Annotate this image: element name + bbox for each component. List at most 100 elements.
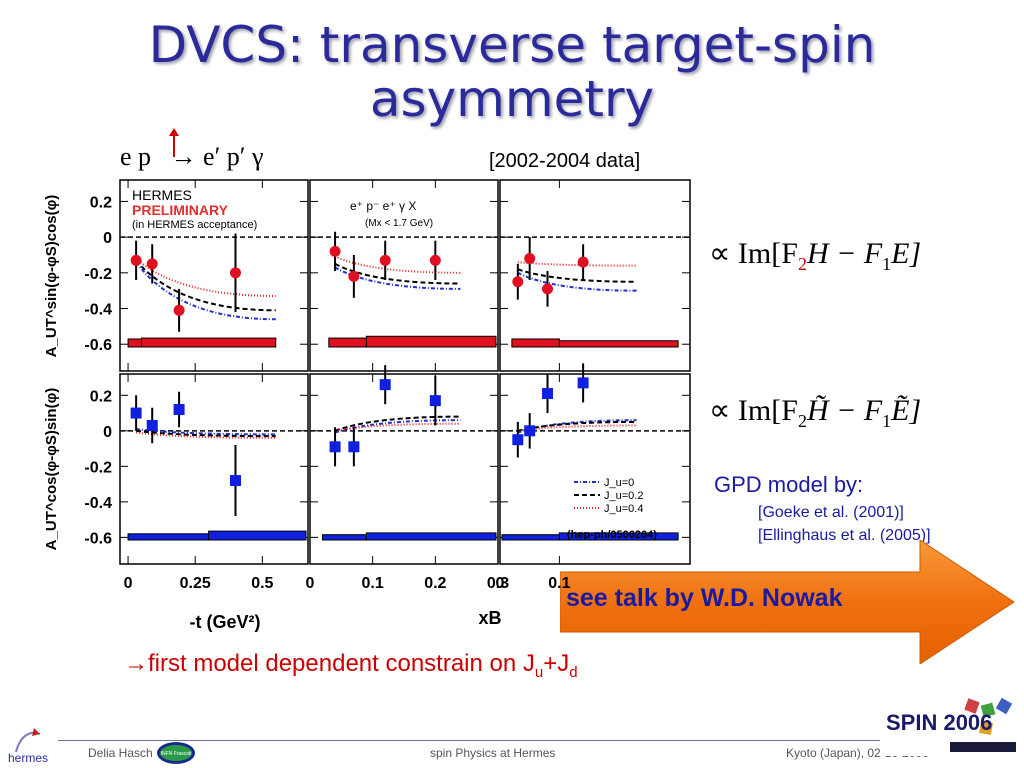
systematic-band — [365, 532, 497, 541]
infn-logo: INFN Frascati — [157, 742, 195, 764]
y-tick-label: -0.6 — [84, 337, 112, 354]
x-tick-label: 0.3 — [487, 575, 509, 592]
conclusion: →first model dependent constrain on Ju+J… — [124, 650, 578, 681]
model-curve-ju04 — [517, 424, 637, 432]
y-tick-label: -0.4 — [84, 302, 112, 319]
model-curve-ju0 — [135, 261, 276, 321]
data-point — [512, 434, 524, 446]
footer-author: Delia Hasch — [88, 746, 153, 760]
model-curve-ju02 — [517, 268, 637, 283]
y-tick-label: 0 — [103, 230, 112, 247]
reference-ellinghaus: [Ellinghaus et al. (2005)] — [758, 527, 931, 544]
model-curve-ju02 — [135, 259, 276, 312]
hermes-logo: hermes — [8, 728, 48, 765]
data-point — [329, 441, 341, 453]
data-point — [348, 441, 360, 453]
hermes-label: HERMES — [132, 187, 192, 203]
model-curve-ju0 — [517, 271, 637, 292]
slide-title: DVCS: transverse target-spin asymmetry — [148, 16, 876, 128]
chart-frames — [119, 179, 691, 565]
y-tick-label: -0.4 — [84, 495, 112, 512]
process-label: e⁺ p⁻ e⁺ γ X — [350, 199, 416, 213]
legend-label: J_u=0.2 — [604, 490, 643, 502]
x-tick-label: 0.1 — [362, 575, 384, 592]
footer-line — [58, 740, 958, 741]
y-tick-label: -0.2 — [84, 459, 112, 476]
y-tick-label: 0 — [103, 424, 112, 441]
data-point — [146, 419, 158, 431]
model-ref-label: (hep-ph/0506264) — [567, 529, 657, 541]
model-curve-ju02 — [135, 429, 276, 438]
x-axis-label-t: -t (GeV²) — [190, 612, 261, 632]
systematic-band — [501, 534, 560, 541]
panel-frame — [119, 373, 309, 565]
data-point — [429, 395, 441, 407]
model-curve-ju04 — [517, 261, 637, 267]
model-curve-ju02 — [334, 415, 461, 432]
spin-up-arrow-icon — [169, 128, 179, 157]
systematic-band — [140, 337, 277, 348]
mx-cut-label: (Mx < 1.7 GeV) — [365, 218, 433, 229]
preliminary-label: PRELIMINARY — [132, 202, 229, 218]
data-point — [542, 283, 553, 295]
data-point — [146, 258, 158, 270]
y-tick-label: 0.2 — [90, 194, 112, 211]
systematic-band — [127, 533, 210, 541]
svg-text:hermes: hermes — [8, 751, 48, 765]
data-point — [577, 256, 589, 268]
reference-goeke: [Goeke et al. (2001)] — [758, 504, 904, 521]
data-point — [329, 245, 341, 257]
model-curve-ju04 — [334, 422, 461, 432]
data-point — [130, 407, 142, 419]
data-point — [542, 388, 553, 400]
model-curve-ju0 — [135, 428, 276, 436]
y-axis-label: A_UT^cos(φ-φS)sin(φ) — [43, 388, 60, 551]
data-years: [2002-2004 data] — [489, 150, 641, 172]
systematic-band — [322, 534, 367, 541]
x-tick-label: 0.25 — [180, 575, 211, 592]
panel-frame — [499, 179, 691, 372]
data-point — [379, 254, 391, 266]
data-point — [229, 475, 241, 487]
data-point — [173, 304, 185, 316]
data-point — [379, 379, 391, 391]
footer-conference: spin Physics at Hermes — [430, 746, 556, 760]
talk-reference: see talk by W.D. Nowak — [566, 584, 843, 612]
x-tick-label: 0.5 — [251, 575, 273, 592]
formula-bottom: ∝ Im[F2H̃ − F1Ẽ] — [709, 394, 922, 431]
chart-points — [130, 231, 589, 517]
data-point — [429, 254, 441, 266]
systematic-band — [328, 337, 367, 348]
data-point — [524, 425, 536, 437]
model-curve-ju04 — [135, 257, 276, 298]
panel-frame — [309, 179, 499, 372]
systematic-band — [365, 335, 497, 348]
systematic-band — [511, 338, 560, 348]
talk-arrow-shape — [560, 540, 1015, 664]
panel-frame — [499, 373, 691, 565]
x-tick-label: 0.2 — [424, 575, 446, 592]
panel-frame — [119, 179, 309, 372]
chart-models — [135, 255, 637, 439]
reaction-formula: e p → e′ p′ γ — [120, 142, 264, 171]
y-tick-label: 0.2 — [90, 388, 112, 405]
x-tick-label: 0 — [124, 575, 133, 592]
x-tick-label: 0 — [306, 575, 315, 592]
data-point — [577, 377, 589, 389]
model-curve-ju0 — [334, 266, 461, 290]
systematic-band — [558, 340, 679, 348]
x-axis-label-xb: xB — [478, 608, 501, 628]
systematic-band — [208, 530, 307, 541]
asymmetry-chart: 0.2 0 -0.2 -0.4 -0.6 0.2 0 -0.2 -0.4 -0.6 0 0.25 0.5… — [43, 179, 691, 632]
systematic-band — [127, 338, 142, 348]
legend-label: J_u=0 — [604, 477, 634, 489]
panel-frame — [309, 373, 499, 565]
svg-text:SPIN 2006: SPIN 2006 — [886, 710, 992, 735]
chart-labels: 0.2 0 -0.2 -0.4 -0.6 0.2 0 -0.2 -0.4 -0.6 0 0.25 0.5… — [43, 187, 657, 632]
systematic-band — [558, 532, 679, 541]
acceptance-label: (in HERMES acceptance) — [132, 219, 257, 231]
x-tick-label: 0.1 — [548, 575, 570, 592]
svg-text:INFN Frascati: INFN Frascati — [161, 751, 192, 757]
x-tick-label: 0 — [496, 575, 505, 592]
formula-top: ∝ Im[F2H − F1E] — [709, 237, 922, 274]
